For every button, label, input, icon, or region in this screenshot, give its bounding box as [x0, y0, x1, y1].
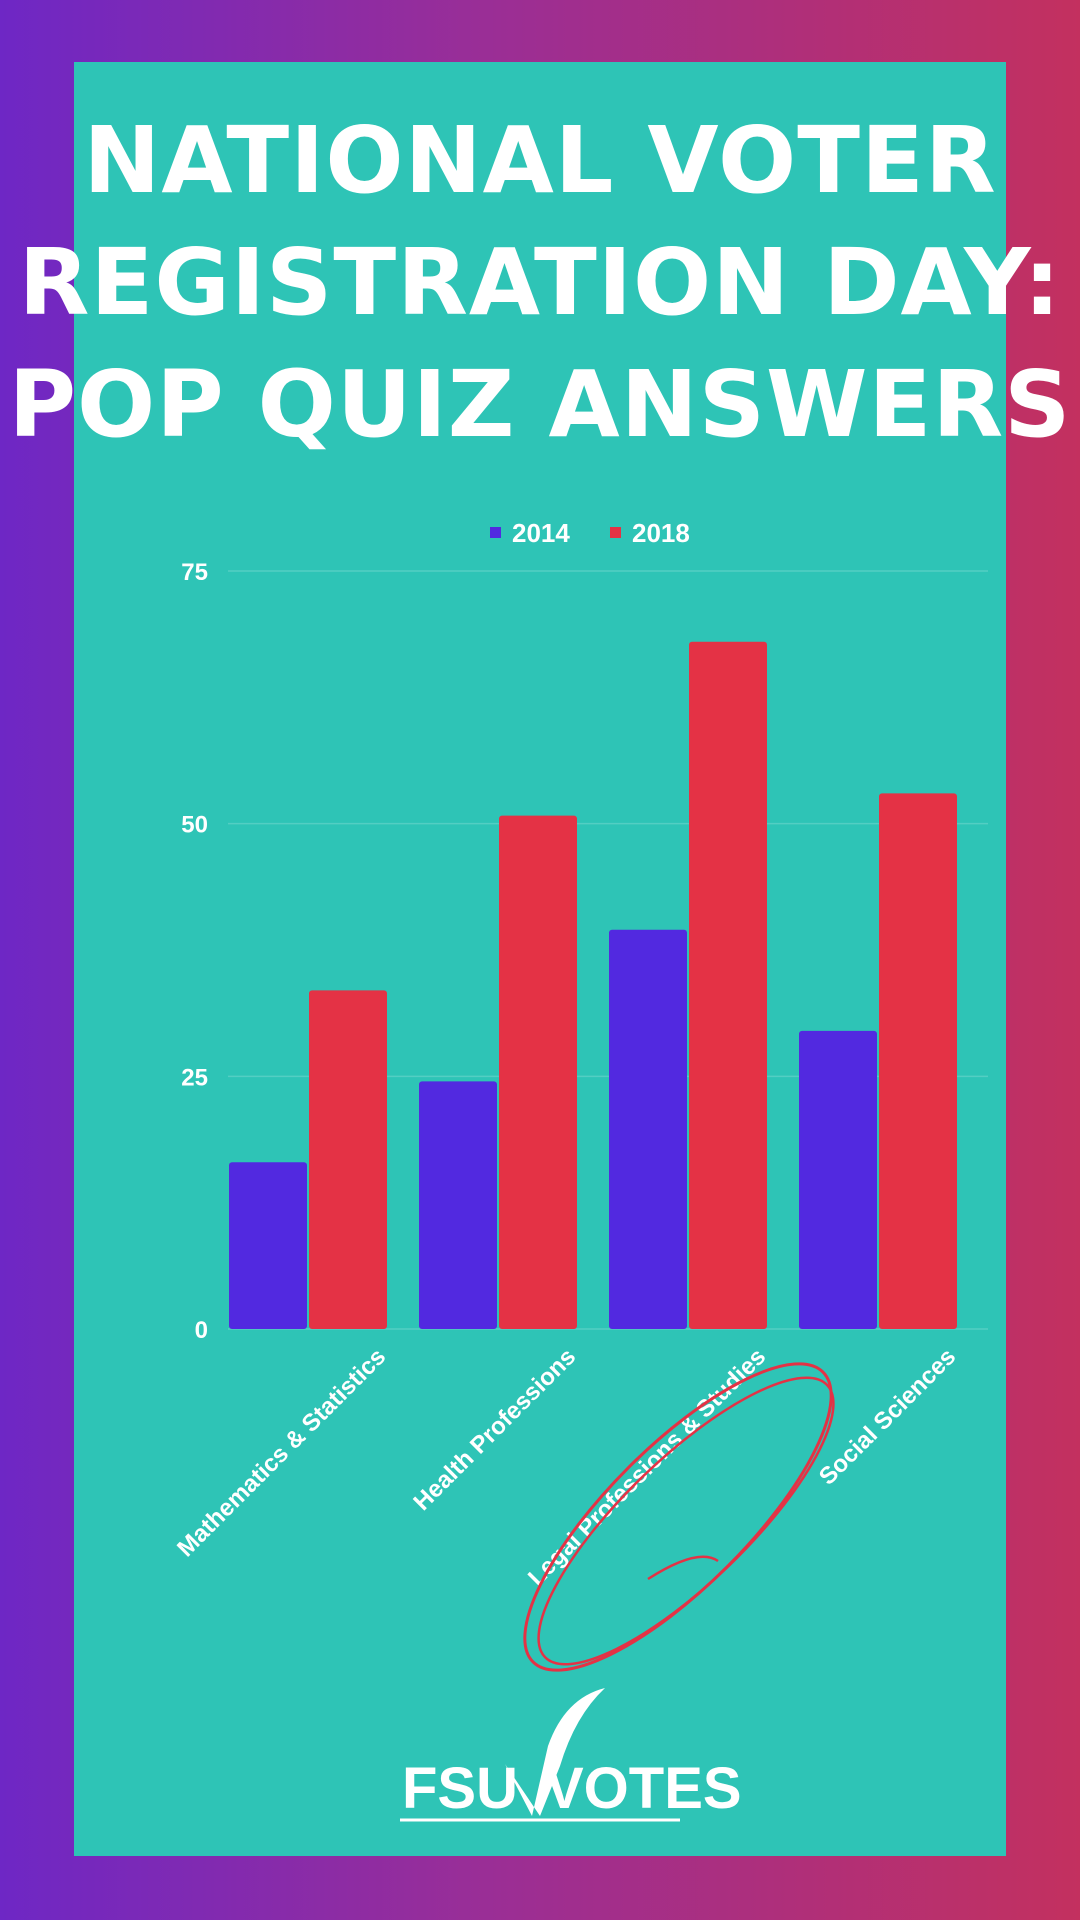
page-title: NATIONAL VOTER REGISTRATION DAY: POP QUI… — [0, 100, 1080, 466]
bar-chart: 0 25 50 75 Mathematics & Statistics Health Pr… — [172, 518, 988, 1672]
y-tick-label: 25 — [181, 1064, 208, 1091]
checkmark-icon — [505, 1688, 605, 1816]
bar-2014 — [229, 1162, 307, 1329]
logo-text-fsu: FSU — [402, 1756, 518, 1821]
logo-text-votes: VOTES — [545, 1756, 742, 1821]
bar-2014 — [419, 1081, 497, 1329]
bar-2014 — [799, 1030, 877, 1329]
legend-label-2018: 2018 — [632, 518, 690, 548]
bar-2018 — [499, 815, 577, 1329]
legend-swatch-2014 — [490, 527, 501, 538]
annotation-stroke — [647, 1555, 719, 1581]
title-line-1: NATIONAL VOTER — [83, 107, 997, 214]
title-line-2: REGISTRATION DAY: — [18, 229, 1062, 336]
fsu-votes-logo: FSU VOTES — [400, 1688, 742, 1822]
legend-swatch-2018 — [610, 527, 621, 538]
bar-2018 — [879, 793, 957, 1329]
legend-label-2014: 2014 — [512, 518, 570, 548]
bar-2014 — [609, 929, 687, 1329]
x-category-label: Health Professions — [408, 1343, 581, 1516]
y-tick-label: 50 — [181, 812, 208, 839]
y-tick-label: 75 — [181, 559, 208, 586]
y-tick-label: 0 — [195, 1317, 208, 1344]
bar-2018 — [309, 990, 387, 1329]
title-line-3: POP QUIZ ANSWERS — [8, 351, 1072, 458]
x-category-label: Social Sciences — [814, 1343, 961, 1490]
annotation-circle — [537, 1376, 835, 1666]
x-category-label: Mathematics & Statistics — [172, 1343, 391, 1562]
bar-2018 — [689, 641, 767, 1329]
